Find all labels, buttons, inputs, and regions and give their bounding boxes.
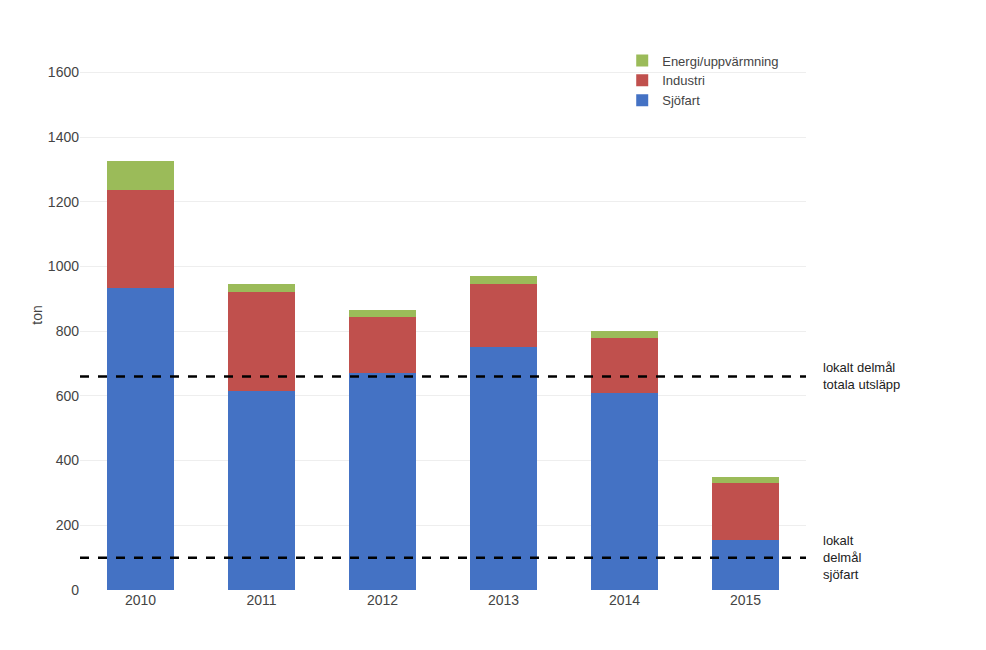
svg-text:2011: 2011 <box>246 592 276 608</box>
svg-text:0: 0 <box>71 582 79 598</box>
svg-text:1400: 1400 <box>48 129 79 145</box>
svg-text:800: 800 <box>56 323 80 339</box>
svg-text:lokaltdelmålsjöfart: lokaltdelmålsjöfart <box>823 533 861 582</box>
svg-text:400: 400 <box>56 452 80 468</box>
svg-text:2015: 2015 <box>730 592 761 608</box>
svg-text:1200: 1200 <box>48 194 79 210</box>
svg-text:Industri: Industri <box>662 73 705 88</box>
svg-text:ton: ton <box>29 305 45 324</box>
svg-text:1000: 1000 <box>48 258 79 274</box>
svg-text:2012: 2012 <box>367 592 398 608</box>
svg-text:2010: 2010 <box>125 592 156 608</box>
svg-text:1600: 1600 <box>48 64 79 80</box>
svg-text:Sjöfart: Sjöfart <box>662 93 700 108</box>
svg-text:200: 200 <box>56 517 80 533</box>
svg-text:2014: 2014 <box>609 592 640 608</box>
svg-text:2013: 2013 <box>488 592 519 608</box>
svg-text:Energi/uppvärmning: Energi/uppvärmning <box>662 54 778 69</box>
svg-text:600: 600 <box>56 388 80 404</box>
svg-text:lokalt delmåltotala utsläpp: lokalt delmåltotala utsläpp <box>823 360 900 392</box>
